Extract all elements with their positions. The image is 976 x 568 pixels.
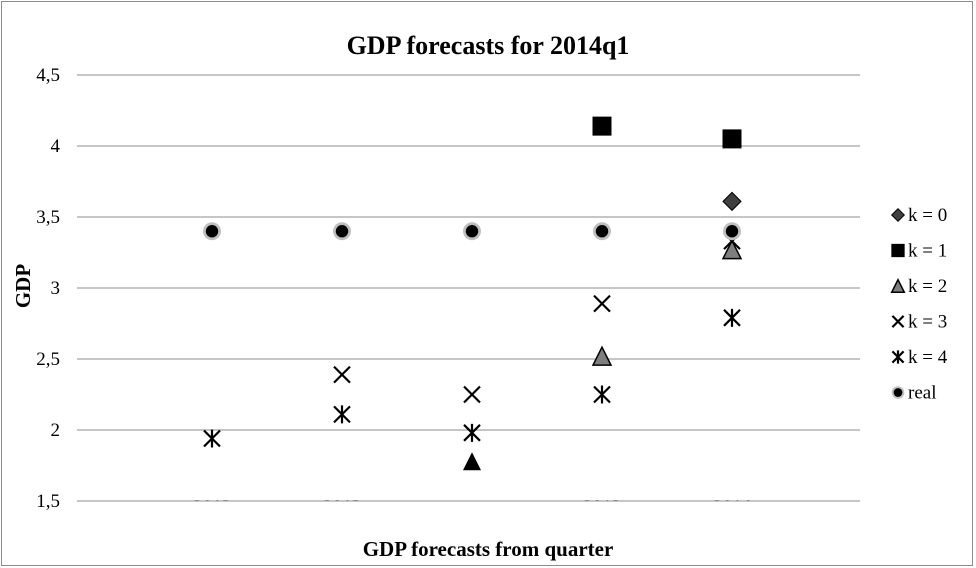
y-tick-label: 2,5 [36,349,60,370]
marker-k3 [463,385,481,404]
y-tick-label: 1,5 [36,491,60,512]
legend-item: k = 1 [891,241,947,262]
marker-k4 [203,429,221,448]
legend-label: k = 3 [908,312,947,333]
legend-marker [891,350,905,364]
x-category-label: 2013 [323,497,361,518]
legend-label: k = 1 [908,241,947,262]
legend-item: k = 0 [890,205,947,226]
marker-k2 [721,238,743,260]
legend-item: k = 3 [891,312,947,333]
marker-real [463,222,481,241]
y-tick-label: 2 [51,420,61,441]
gridlines [77,74,860,502]
chart-title: GDP forecasts for 2014q1 [347,31,630,60]
legend-item: k = 2 [890,276,947,297]
x-axis-categories: 2013 2013 2013 2014 [193,497,752,518]
x-category-label: 2013 [583,497,621,518]
legend-marker [891,386,905,399]
marker-k1 [592,116,612,136]
x-category-label: 2013 [193,497,231,518]
marker-real [593,222,611,241]
legend-marker [890,207,906,223]
marker-k2 [463,452,481,471]
legend: k = 0 k = 1 k = 2 k = 3 k = 4 real [890,205,948,404]
y-tick-label: 3,5 [36,207,60,228]
marker-k4 [463,423,481,442]
legend-label: k = 2 [908,276,947,297]
legend-marker [891,243,905,258]
legend-marker [891,315,905,328]
legend-label: k = 4 [908,347,948,368]
y-axis-title: GDP [11,264,35,309]
marker-real [203,222,221,241]
legend-label: k = 0 [908,205,947,226]
legend-item: real [891,383,936,404]
marker-k1 [722,129,742,149]
marker-k0 [722,191,742,212]
y-tick-label: 3 [51,278,61,299]
marker-real [333,222,351,241]
legend-item: k = 4 [891,347,948,368]
y-tick-label: 4,5 [36,65,60,86]
x-axis-title: GDP forecasts from quarter [363,537,614,561]
marker-k4 [723,308,741,327]
marker-k2 [591,345,613,366]
x-category-label: 2014 [713,497,752,518]
marker-k3 [593,294,611,313]
marker-real [723,222,741,241]
marker-k4 [593,385,611,404]
legend-marker [890,278,906,294]
marker-k3 [333,365,351,384]
marker-k4 [333,405,351,424]
data-markers [203,116,743,471]
legend-label: real [908,383,936,404]
y-tick-label: 4 [51,136,61,157]
y-axis-ticks: 1,5 2 2,5 3 3,5 4 4,5 [36,65,60,512]
